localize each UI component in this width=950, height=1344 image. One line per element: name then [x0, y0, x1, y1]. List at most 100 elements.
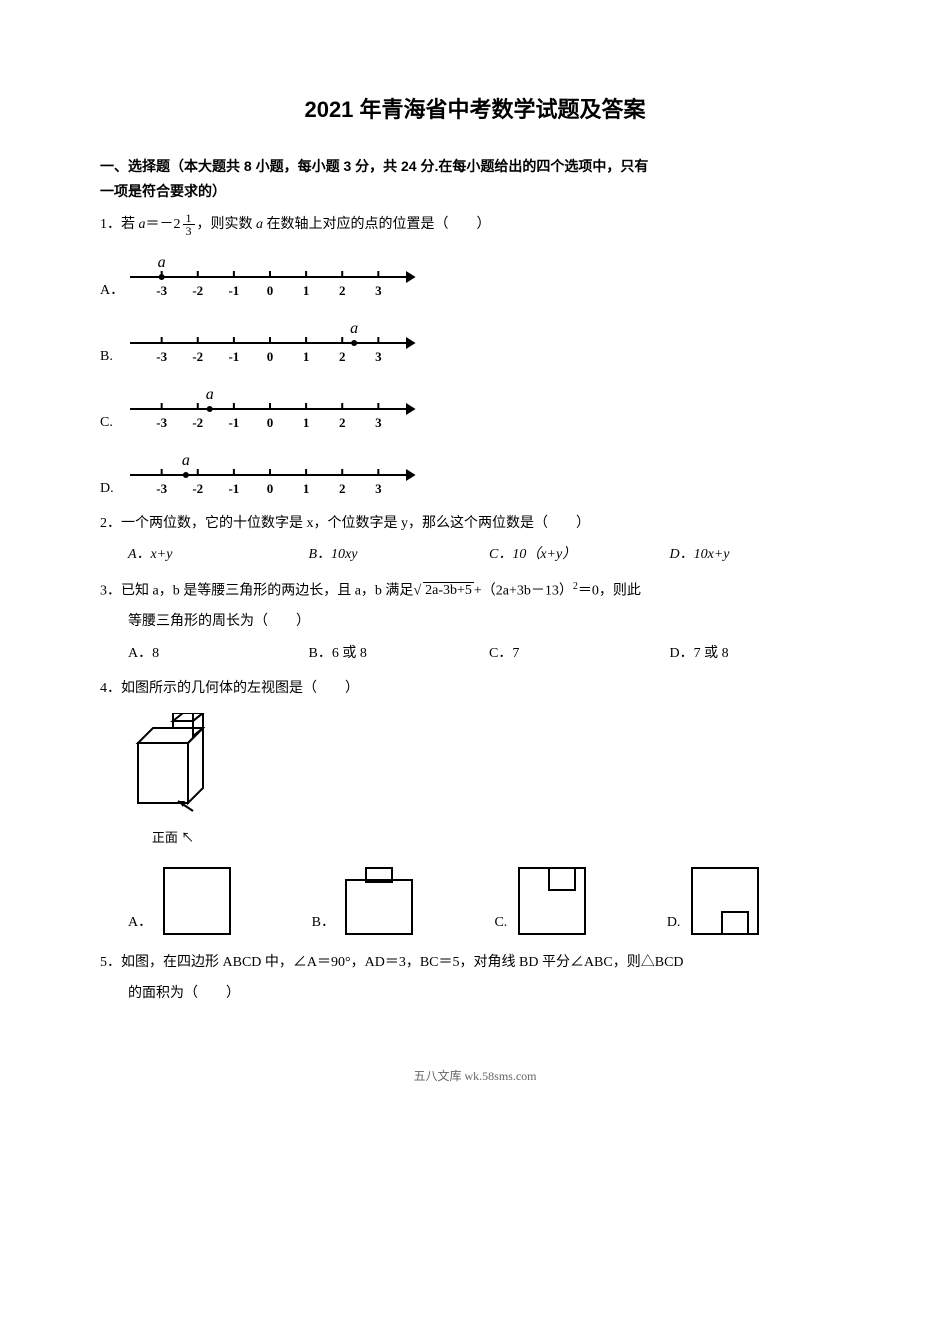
question-2: 2．一个两位数，它的十位数字是 x，个位数字是 y，那么这个两位数是（ ） A．… — [100, 511, 850, 567]
section-1-header: 一、选择题（本大题共 8 小题，每小题 3 分，共 24 分.在每小题给出的四个… — [100, 154, 850, 204]
q2-opt-d: D．10x+y — [670, 542, 851, 567]
svg-text:0: 0 — [267, 481, 274, 496]
question-5: 5．如图，在四边形 ABCD 中，∠A＝90°，AD＝3，BC＝5，对角线 BD… — [100, 950, 850, 1006]
number-line-icon: -3 -2 -1 0 1 2 3 a — [120, 247, 420, 303]
question-3: 3．已知 a，b 是等腰三角形的两边长，且 a，b 满足√2a-3b+5+（2a… — [100, 578, 850, 666]
svg-text:a: a — [350, 320, 358, 337]
svg-text:2: 2 — [339, 415, 346, 430]
q2-options: A．x+y B．10xy C．10（x+y） D．10x+y — [100, 542, 850, 567]
svg-text:1: 1 — [303, 481, 310, 496]
q1-choice-c: C.-3-2-10123a — [120, 379, 440, 435]
q1-var-a2: a — [256, 217, 263, 232]
q2-opt-c-text: C．10（x+y） — [489, 547, 576, 562]
svg-text:-2: -2 — [192, 283, 203, 298]
q1-var-a: a — [139, 217, 146, 232]
q4-opt-a: A． — [128, 866, 232, 936]
svg-text:0: 0 — [267, 415, 274, 430]
q1-choice-b-label: B. — [100, 344, 113, 369]
number-line-icon: -3-2-10123a — [120, 445, 420, 501]
svg-text:3: 3 — [375, 349, 382, 364]
svg-text:2: 2 — [339, 481, 346, 496]
svg-text:2: 2 — [339, 283, 346, 298]
svg-text:3: 3 — [375, 481, 382, 496]
svg-text:0: 0 — [267, 349, 274, 364]
page-title: 2021 年青海省中考数学试题及答案 — [100, 90, 850, 130]
q2-opt-d-text: D．10x+y — [670, 547, 730, 562]
svg-text:a: a — [206, 386, 214, 403]
q4-opt-b: B． — [312, 866, 415, 936]
q4-opt-b-label: B． — [312, 910, 335, 935]
q1-choice-b: B.-3-2-10123a — [120, 313, 440, 369]
svg-text:2: 2 — [339, 349, 346, 364]
q3-opt-b: B．6 或 8 — [309, 641, 490, 666]
section-1-line2: 一项是符合要求的） — [100, 183, 226, 199]
q3-sqrt: 2a-3b+5 — [421, 578, 474, 603]
q1-choice-d-label: D. — [100, 476, 114, 501]
svg-text:3: 3 — [375, 283, 382, 298]
q3-radicand: 2a-3b+5 — [423, 582, 474, 598]
svg-text:-2: -2 — [192, 481, 203, 496]
q3-opt-c: C．7 — [489, 641, 670, 666]
q1-suffix2: 在数轴上对应的点的位置是（ ） — [263, 217, 491, 232]
section-1-line1: 一、选择题（本大题共 8 小题，每小题 3 分，共 24 分.在每小题给出的四个… — [100, 158, 648, 174]
q4-caption-text: 正面 — [152, 830, 178, 845]
q4-opt-a-label: A． — [128, 910, 152, 935]
q4-opt-d: D. — [667, 866, 760, 936]
q1-choice-a-label: A． — [100, 278, 124, 303]
svg-text:-3: -3 — [156, 349, 167, 364]
q1-choice-c-label: C. — [100, 410, 113, 435]
q4-geometry: 正面 ↖ — [100, 713, 850, 850]
q4-caption: 正面 ↖ — [128, 826, 218, 849]
q5-line2: 的面积为（ ） — [100, 981, 850, 1006]
page-footer: 五八文库 wk.58sms.com — [100, 1066, 850, 1088]
q3-line2: 等腰三角形的周长为（ ） — [100, 609, 850, 634]
geom-3d-icon — [128, 713, 218, 813]
svg-text:1: 1 — [303, 283, 310, 298]
sqrt-icon: √ — [413, 583, 421, 598]
q2-opt-b: B．10xy — [309, 542, 490, 567]
q1-choice-d: D.-3-2-10123a — [120, 445, 440, 501]
svg-text:1: 1 — [303, 349, 310, 364]
svg-text:-1: -1 — [228, 481, 239, 496]
number-line-icon: -3-2-10123a — [120, 313, 420, 369]
svg-text:3: 3 — [375, 415, 382, 430]
q2-opt-a-text: A．x+y — [128, 547, 172, 562]
q1-suffix: ，则实数 — [197, 217, 257, 232]
q4-options: A． B． C. D. — [100, 866, 850, 936]
q3-middle: +（2a+3b－13） — [474, 583, 573, 598]
q1-text: 1．若 a＝－213，则实数 a 在数轴上对应的点的位置是（ ） — [100, 212, 850, 237]
q3-options: A．8 B．6 或 8 C．7 D．7 或 8 — [100, 641, 850, 666]
number-line-icon: -3 -2 -1 0 1 2 3 a — [120, 379, 420, 435]
q3-prefix: 3．已知 a，b 是等腰三角形的两边长，且 a，b 满足 — [100, 583, 413, 598]
svg-text:0: 0 — [267, 283, 274, 298]
q1-equals: ＝－2 — [146, 217, 181, 232]
q5-line1-text: 5．如图，在四边形 ABCD 中，∠A＝90°，AD＝3，BC＝5，对角线 BD… — [100, 955, 684, 970]
svg-text:-2: -2 — [192, 415, 203, 430]
q5-line1: 5．如图，在四边形 ABCD 中，∠A＝90°，AD＝3，BC＝5，对角线 BD… — [100, 950, 850, 975]
q4-text: 4．如图所示的几何体的左视图是（ ） — [100, 676, 850, 701]
q1-choice-a: A．-3-2-10123a — [120, 247, 440, 303]
svg-text:-1: -1 — [228, 415, 239, 430]
q1-fraction: 13 — [183, 212, 195, 237]
view-a-icon — [162, 866, 232, 936]
q3-opt-d: D．7 或 8 — [670, 641, 851, 666]
question-1: 1．若 a＝－213，则实数 a 在数轴上对应的点的位置是（ ） A．-3-2-… — [100, 212, 850, 501]
view-c-icon — [517, 866, 587, 936]
svg-text:-3: -3 — [156, 415, 167, 430]
q3-suffix: ＝0，则此 — [578, 583, 641, 598]
svg-text:1: 1 — [303, 415, 310, 430]
q1-prefix: 1．若 — [100, 217, 139, 232]
svg-text:-1: -1 — [228, 283, 239, 298]
q4-opt-d-label: D. — [667, 910, 681, 935]
q3-opt-a: A．8 — [128, 641, 309, 666]
svg-text:-2: -2 — [192, 349, 203, 364]
svg-text:-3: -3 — [156, 283, 167, 298]
q2-opt-a: A．x+y — [128, 542, 309, 567]
q2-opt-b-text: B．10xy — [309, 547, 358, 562]
svg-text:a: a — [158, 254, 166, 271]
view-b-icon — [344, 866, 414, 936]
question-4: 4．如图所示的几何体的左视图是（ ） 正面 ↖ A． — [100, 676, 850, 936]
view-d-icon — [690, 866, 760, 936]
svg-text:a: a — [182, 452, 190, 469]
q4-opt-c: C. — [494, 866, 586, 936]
